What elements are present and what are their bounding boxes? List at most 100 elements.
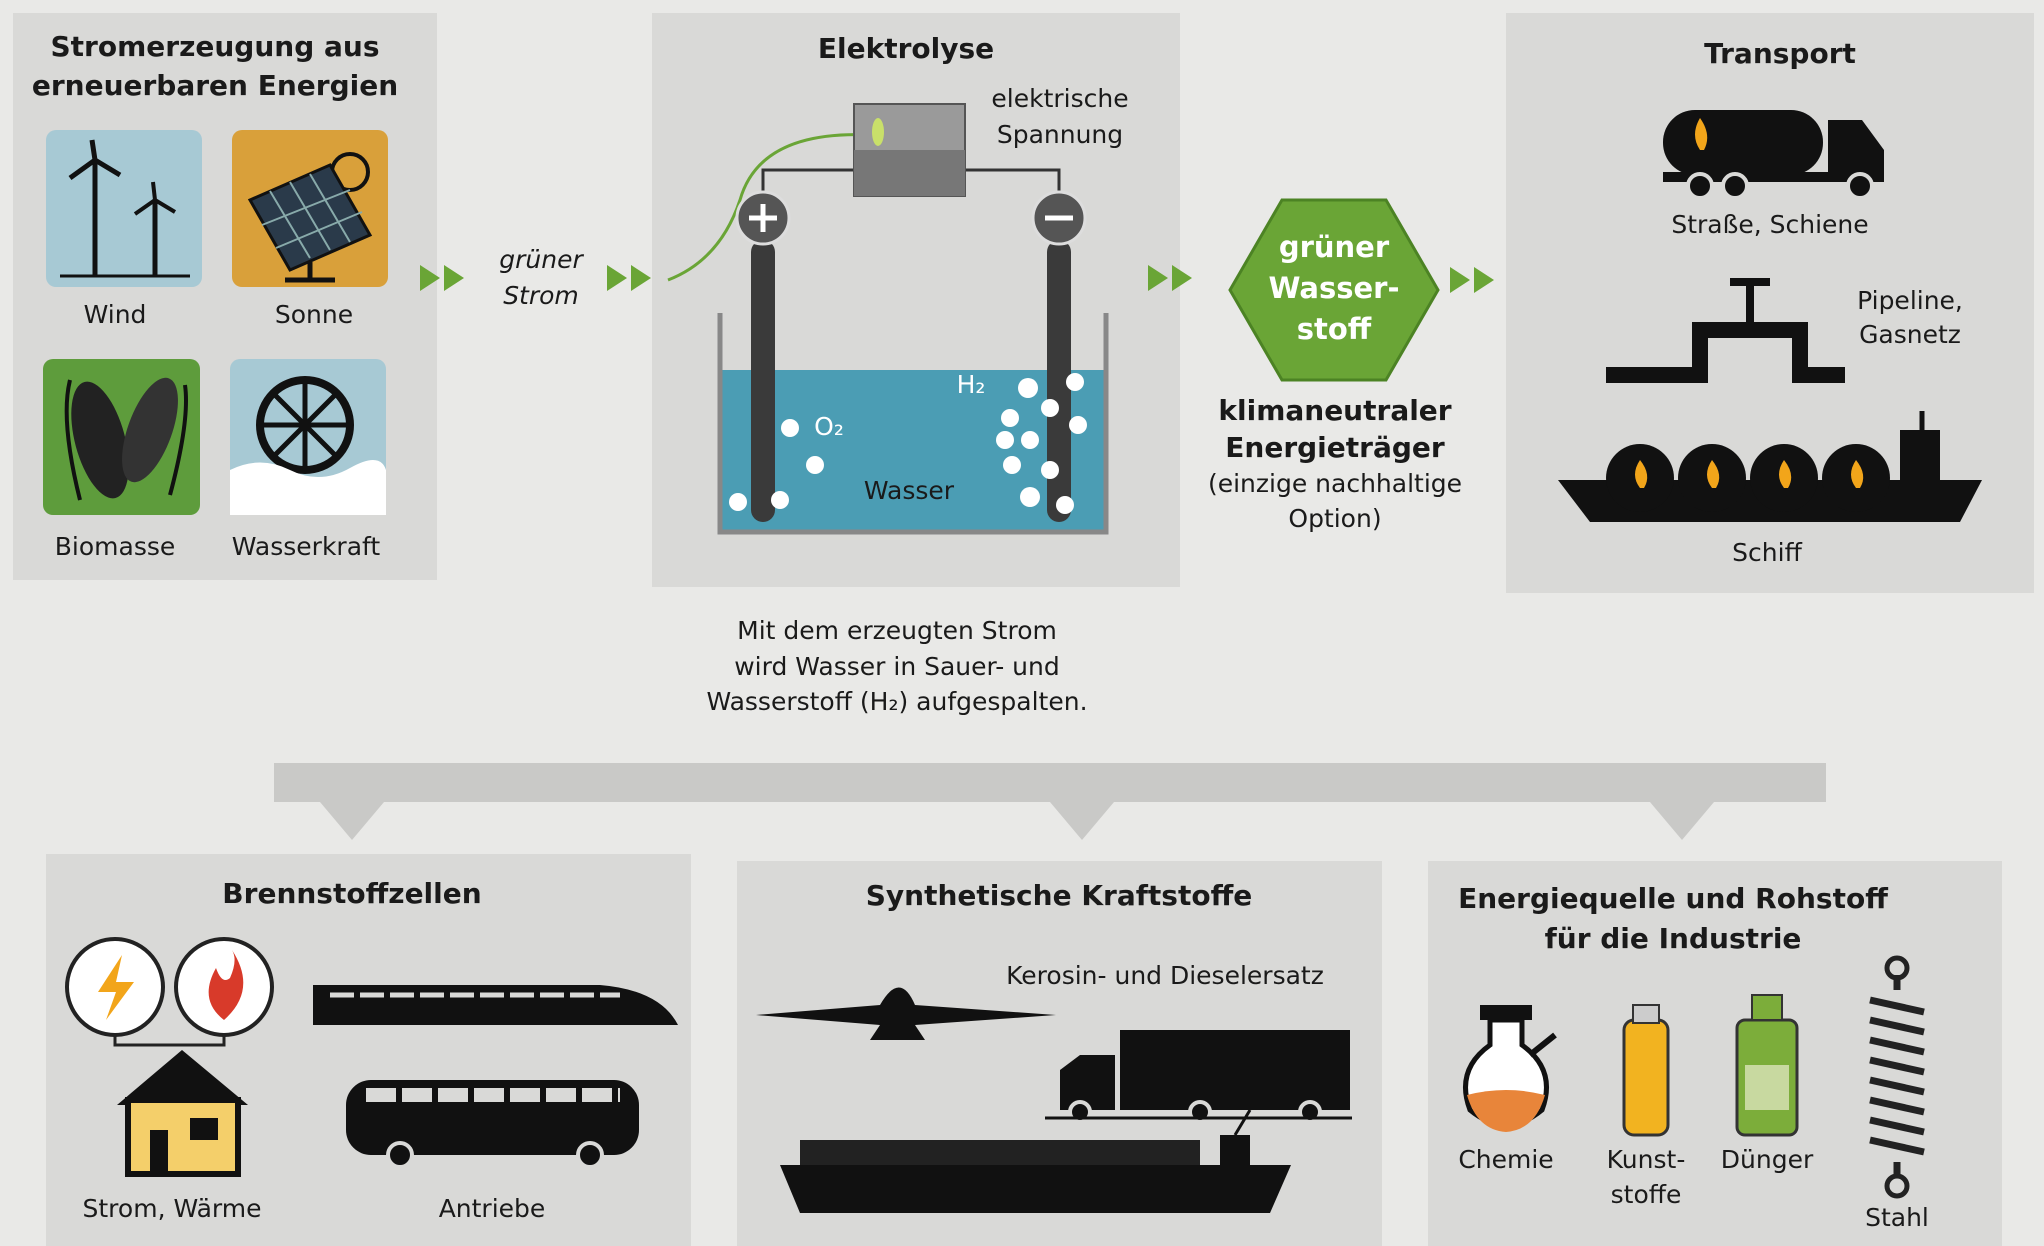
label: O₂ [814, 412, 844, 441]
shape [1020, 487, 1040, 507]
flow-arrows [420, 265, 1494, 293]
shape [122, 377, 178, 483]
shape [274, 763, 1826, 802]
label: Strom, Wärme [83, 1194, 262, 1223]
shape [150, 1130, 168, 1174]
label: Energieträger [1225, 431, 1445, 464]
label: Straße, Schiene [1671, 210, 1868, 239]
shape [117, 1050, 248, 1105]
shape [64, 379, 188, 501]
shape [71, 381, 129, 499]
electrolysis-panel: Elektrolyse elektrische Spannung H₂ O₂ W… [667, 32, 1129, 716]
shape [133, 181, 177, 216]
shape [996, 431, 1014, 449]
shape [1233, 1109, 1252, 1136]
synthetic-panel: Synthetische Kraftstoffe Kerosin- und Di… [756, 879, 1352, 1213]
label: Brennstoffzellen [222, 877, 481, 910]
shape [1632, 1004, 1660, 1024]
label: stoffe [1611, 1180, 1682, 1209]
shape [1220, 1135, 1250, 1165]
ship-icon [1558, 411, 1982, 522]
shape [1467, 1090, 1545, 1132]
shape [1018, 378, 1038, 398]
label: Gasnetz [1859, 320, 1961, 349]
shape [1635, 460, 1864, 488]
label: Biomasse [55, 532, 176, 561]
shape [751, 240, 775, 522]
shape [1846, 172, 1874, 200]
label: Elektrolyse [818, 32, 994, 65]
shape [1528, 1032, 1557, 1058]
shape [1663, 172, 1884, 182]
shape [1851, 460, 1864, 488]
shape [1474, 267, 1494, 293]
shape [320, 802, 384, 840]
label: wird Wasser in Sauer- und [734, 652, 1060, 681]
shape [607, 265, 627, 291]
shape [1047, 240, 1071, 522]
shape [1721, 172, 1749, 200]
label: Spannung [997, 120, 1123, 149]
shape [1707, 460, 1720, 488]
label: Stromerzeugung aus [51, 30, 380, 63]
industry-panel: Energiequelle und Rohstoff für die Indus… [1458, 882, 1929, 1232]
shape [1003, 456, 1021, 474]
shape [1686, 172, 1714, 200]
shape [1060, 1055, 1115, 1110]
shape [98, 955, 134, 1020]
shape [1148, 265, 1168, 291]
shape [1056, 496, 1074, 514]
shape [806, 456, 824, 474]
shape [1695, 118, 1708, 150]
shape [1751, 994, 1783, 1021]
label: Wasserstoff (H₂) aufgespalten. [706, 687, 1087, 716]
shape [780, 1165, 1291, 1213]
label: stoff [1297, 312, 1372, 346]
shape [444, 265, 464, 291]
shape [420, 265, 440, 291]
shape [854, 150, 965, 196]
label: Mit dem erzeugten Strom [737, 616, 1057, 645]
shape [756, 987, 1056, 1040]
shape [729, 493, 747, 511]
label: Wasser- [1268, 271, 1399, 305]
wind-icon [46, 130, 202, 287]
label: Wasser [864, 476, 955, 505]
shape [230, 459, 386, 515]
shape [717, 313, 1109, 535]
shape [667, 133, 871, 282]
shape [260, 380, 350, 470]
label: Kunst- [1607, 1145, 1686, 1174]
label: Wind [84, 300, 147, 329]
label: Kerosin- und Dieselersatz [1006, 961, 1324, 990]
shape [631, 265, 651, 291]
shape [1622, 1018, 1670, 1137]
shape [313, 985, 678, 1025]
shape [1050, 802, 1114, 840]
shape [1021, 431, 1039, 449]
shape [576, 1141, 604, 1169]
label: Option) [1288, 504, 1381, 533]
fuel-cells-panel: Brennstoffzellen Strom, Wärme Antriebe [65, 877, 678, 1223]
shape [113, 1035, 226, 1047]
hydro-icon [230, 359, 386, 515]
shape [729, 373, 1087, 514]
connector [274, 763, 1826, 840]
shape [1172, 265, 1192, 291]
shape [1069, 416, 1087, 434]
label: Transport [1704, 37, 1856, 70]
label: H₂ [957, 370, 986, 399]
shape [1480, 1005, 1532, 1020]
label: elektrische [991, 84, 1128, 113]
transport-panel: Transport Straße, Schiene Pipeline, Gasn… [1558, 37, 1982, 567]
label: grüner [1279, 230, 1390, 264]
shape [1900, 430, 1940, 480]
shape [261, 173, 363, 259]
label: Energiequelle und Rohstoff [1458, 882, 1888, 915]
shape [781, 419, 799, 437]
truck-icon [1663, 110, 1884, 200]
label: Sonne [275, 300, 353, 329]
label: erneuerbaren Energien [32, 69, 398, 102]
shape [1001, 409, 1019, 427]
